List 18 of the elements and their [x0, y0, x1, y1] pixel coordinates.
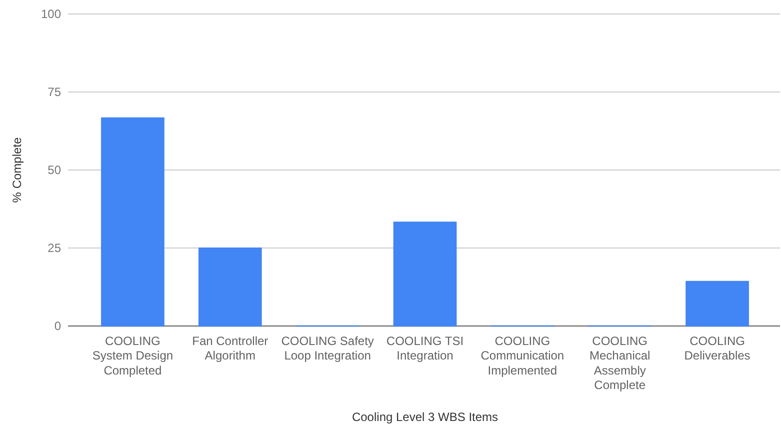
- y-tick-label: 75: [48, 85, 62, 100]
- bar: [686, 280, 749, 326]
- bar: [393, 222, 457, 326]
- x-tick-label: COOLING Communication Implemented: [480, 334, 564, 378]
- x-tick-label: COOLING System Design Completed: [92, 334, 174, 378]
- y-axis-title: % Complete: [10, 137, 24, 203]
- y-tick-label: 25: [48, 241, 62, 256]
- bar: [198, 248, 262, 326]
- x-tick-label: COOLING Safety Loop Integration: [281, 334, 374, 363]
- x-tick-label: Fan Controller Algorithm: [192, 334, 268, 363]
- y-tick-label: 0: [54, 319, 62, 334]
- x-tick-label: COOLING TSI Integration: [386, 334, 464, 363]
- y-tick-label: 100: [40, 7, 62, 22]
- x-axis-title: Cooling Level 3 WBS Items: [352, 410, 498, 424]
- bar: [101, 117, 164, 326]
- x-tick-label: COOLING Deliverables: [684, 334, 750, 363]
- x-tick-label: COOLING Mechanical Assembly Complete: [590, 334, 650, 392]
- y-tick-label: 50: [48, 163, 62, 178]
